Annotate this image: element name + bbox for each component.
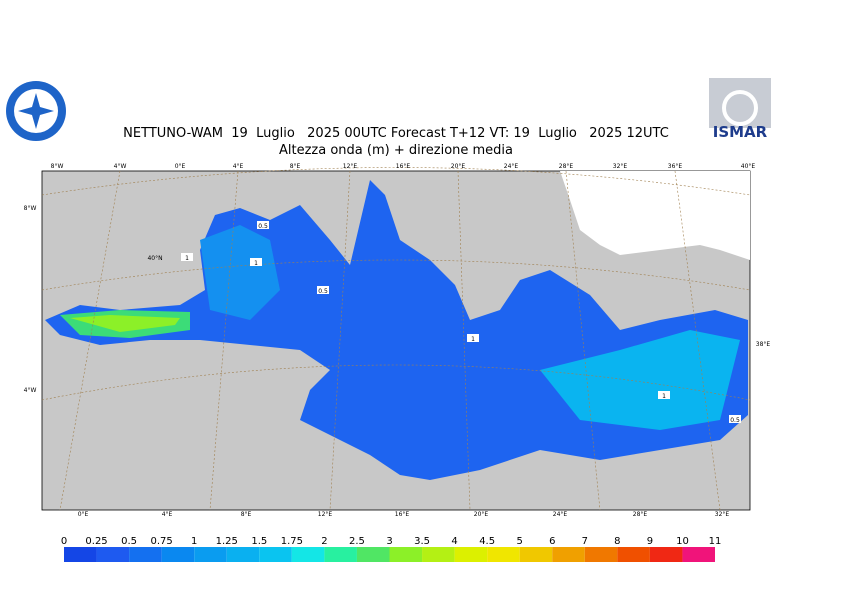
contour-label-bg bbox=[257, 221, 269, 229]
colorbar-label: 4 bbox=[451, 536, 457, 547]
colorbar-label: 11 bbox=[709, 536, 722, 547]
title: NETTUNO-WAM 19 Luglio 2025 00UTC Forecas… bbox=[123, 126, 669, 141]
colorbar-label: 6 bbox=[549, 536, 555, 547]
contour-label-bg bbox=[181, 253, 193, 261]
colorbar-label: 4.5 bbox=[479, 536, 495, 547]
right-logo: ISMAR bbox=[709, 78, 771, 141]
colorbar-box bbox=[454, 547, 488, 562]
colorbar-label: 10 bbox=[676, 536, 689, 547]
colorbar-label: 8 bbox=[614, 536, 620, 547]
top-label: 8°E bbox=[290, 163, 301, 170]
left-label: 4°W bbox=[24, 387, 37, 394]
colorbar-label: 2.5 bbox=[349, 536, 365, 547]
colorbar-label: 0.25 bbox=[85, 536, 107, 547]
colorbar-label: 9 bbox=[647, 536, 653, 547]
colorbar-box bbox=[64, 547, 97, 562]
contour-label: 1 bbox=[185, 255, 189, 262]
colorbar-box bbox=[617, 547, 650, 562]
top-label: 40°E bbox=[741, 163, 756, 170]
colorbar-box bbox=[226, 547, 260, 562]
colorbar-box bbox=[649, 547, 683, 562]
contour-label: 1 bbox=[254, 260, 258, 267]
contour-label-bg bbox=[250, 258, 262, 266]
top-label: 28°E bbox=[559, 163, 574, 170]
top-label: 4°W bbox=[114, 163, 127, 170]
colorbar-label: 0 bbox=[61, 536, 67, 547]
top-label: 12°E bbox=[343, 163, 358, 170]
colorbar-label: 1.25 bbox=[216, 536, 238, 547]
colorbar-label: 1.75 bbox=[281, 536, 303, 547]
top-label: 0°E bbox=[175, 163, 186, 170]
colorbar-box bbox=[259, 547, 292, 562]
colorbar-box bbox=[324, 547, 357, 562]
colorbar-box bbox=[682, 547, 715, 562]
bottom-label: 12°E bbox=[318, 511, 333, 518]
colorbar-box bbox=[422, 547, 455, 562]
bottom-label: 32°E bbox=[715, 511, 730, 518]
top-label: 24°E bbox=[504, 163, 519, 170]
colorbar-box bbox=[487, 547, 520, 562]
inner-label: 40°N bbox=[147, 255, 162, 262]
colorbar-box bbox=[356, 547, 390, 562]
colorbar-box bbox=[389, 547, 423, 562]
top-label: 36°E bbox=[668, 163, 683, 170]
colorbar-box bbox=[161, 547, 195, 562]
colorbar-label: 3.5 bbox=[414, 536, 430, 547]
top-label: 20°E bbox=[451, 163, 466, 170]
map bbox=[41, 167, 751, 511]
colorbar: 0 0.25 0.5 0.75 1 1.25 1.5 1.75 2 2.5 3 3.5 4 4.5 5 6 7 8… bbox=[61, 536, 722, 562]
colorbar-box bbox=[584, 547, 618, 562]
contour-label: 1 bbox=[471, 336, 475, 343]
contour-label-bg bbox=[658, 391, 670, 399]
bottom-label: 28°E bbox=[633, 511, 648, 518]
bottom-label: 4°E bbox=[162, 511, 173, 518]
left-label: 8°W bbox=[24, 205, 37, 212]
colorbar-box bbox=[129, 547, 162, 562]
bottom-label: 0°E bbox=[78, 511, 89, 518]
right-label: 38°E bbox=[756, 341, 771, 348]
bottom-label: 24°E bbox=[553, 511, 568, 518]
top-label: 16°E bbox=[396, 163, 411, 170]
contour-label-bg bbox=[729, 415, 741, 423]
colorbar-label: 1 bbox=[191, 536, 197, 547]
contour-label: 1 bbox=[662, 393, 666, 400]
bottom-label: 8°E bbox=[241, 511, 252, 518]
left-logo bbox=[6, 81, 66, 141]
contour-label: 0.5 bbox=[318, 288, 328, 295]
colorbar-label: 5 bbox=[517, 536, 523, 547]
colorbar-label: 0.5 bbox=[121, 536, 137, 547]
bottom-label: 16°E bbox=[395, 511, 410, 518]
colorbar-label: 2 bbox=[321, 536, 327, 547]
colorbar-label: 7 bbox=[582, 536, 588, 547]
colorbar-box bbox=[519, 547, 553, 562]
subtitle: Altezza onda (m) + direzione media bbox=[279, 143, 513, 158]
contour-label-bg bbox=[467, 334, 479, 342]
contour-label-bg bbox=[317, 286, 329, 294]
top-label: 32°E bbox=[613, 163, 628, 170]
contour-label: 0.5 bbox=[730, 417, 740, 424]
top-label: 4°E bbox=[233, 163, 244, 170]
top-label: 8°W bbox=[51, 163, 64, 170]
colorbar-box bbox=[96, 547, 130, 562]
colorbar-label: 0.75 bbox=[151, 536, 173, 547]
colorbar-box bbox=[552, 547, 585, 562]
logo-text: ISMAR bbox=[713, 123, 768, 141]
colorbar-box bbox=[291, 547, 325, 562]
colorbar-box bbox=[194, 547, 227, 562]
bottom-label: 20°E bbox=[474, 511, 489, 518]
contour-label: 0.5 bbox=[258, 223, 268, 230]
colorbar-label: 1.5 bbox=[251, 536, 267, 547]
colorbar-label: 3 bbox=[386, 536, 392, 547]
